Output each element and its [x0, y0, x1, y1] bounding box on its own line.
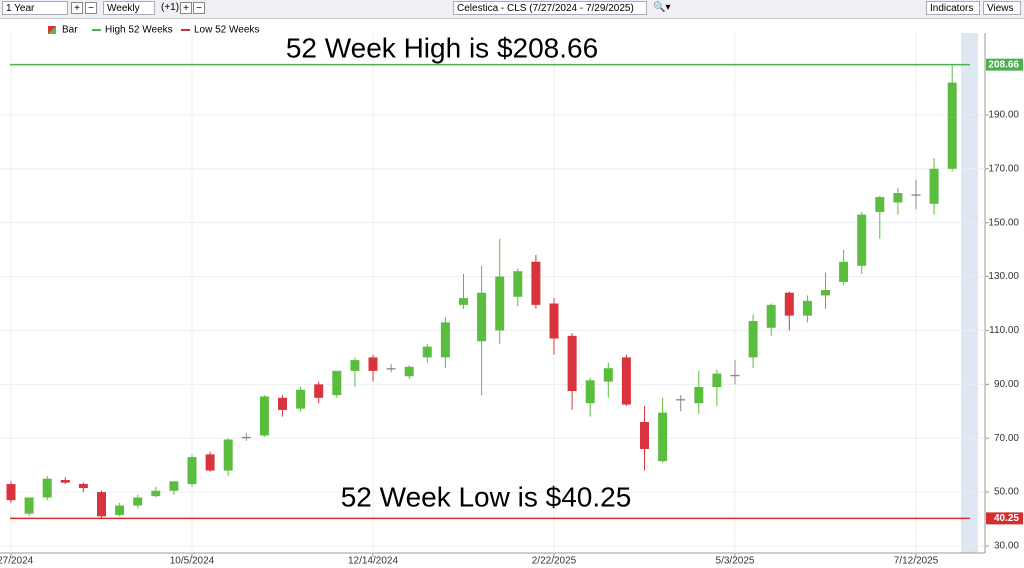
candle-body: [875, 197, 885, 212]
y-tick-label: 30.00: [994, 541, 1019, 552]
candle-body: [640, 422, 649, 449]
candle-body: [784, 292, 794, 316]
x-tick-label: 7/27/2024: [0, 556, 34, 567]
candle-body: [857, 214, 867, 266]
x-tick-label: 5/3/2025: [716, 556, 755, 567]
offset-plus[interactable]: +: [180, 2, 192, 14]
period-select[interactable]: 1 Year: [2, 1, 68, 15]
candle-body: [60, 479, 70, 483]
candle-body: [459, 298, 468, 305]
toolbar: 1 Year + − Weekly (+1) + − Celestica - C…: [0, 0, 1024, 19]
symbol-box[interactable]: Celestica - CLS (7/27/2024 - 7/29/2025): [453, 1, 647, 15]
candle-body: [223, 439, 233, 471]
candle-body: [585, 380, 595, 404]
indicators-button[interactable]: Indicators: [926, 1, 980, 15]
candle-body: [332, 370, 342, 396]
candle-body: [386, 368, 396, 370]
x-tick-label: 12/14/2024: [348, 556, 398, 567]
candle-body: [730, 374, 740, 377]
price-label-box: [986, 58, 1023, 71]
annotation: 52 Week High is $208.66: [286, 32, 598, 63]
candle-body: [368, 357, 378, 371]
candle-body: [42, 478, 52, 498]
y-tick-label: 150.00: [988, 217, 1019, 228]
candle-body: [603, 368, 613, 382]
candle-body: [6, 484, 16, 501]
legend-icon-bar: [48, 26, 56, 34]
y-tick-label: 90.00: [994, 379, 1019, 390]
candle-body: [694, 387, 704, 404]
y-tick-label: 130.00: [988, 271, 1019, 282]
y-tick-label: 170.00: [988, 163, 1019, 174]
zoom-out[interactable]: −: [85, 2, 97, 14]
candle-body: [893, 193, 903, 203]
y-tick-label: 190.00: [988, 110, 1019, 121]
candle-body: [205, 454, 215, 471]
y-tick-label: 110.00: [989, 325, 1019, 336]
candle-body: [133, 497, 143, 506]
candle-body: [821, 290, 830, 296]
candle-body: [658, 412, 668, 462]
annotation: 52 Week Low is $40.25: [341, 481, 632, 512]
candle-body: [404, 366, 414, 377]
offset-minus[interactable]: −: [193, 2, 205, 14]
candle-body: [911, 194, 921, 196]
price-label: 40.25: [994, 513, 1019, 524]
legend-label: Bar: [62, 25, 78, 36]
legend-label: Low 52 Weeks: [194, 25, 259, 36]
candle-body: [296, 389, 306, 409]
candle-body: [278, 397, 287, 410]
candle-body: [151, 490, 161, 497]
candle-body: [241, 436, 251, 439]
candle-body: [947, 82, 957, 169]
candle-body: [567, 335, 577, 392]
candle-body: [97, 492, 106, 517]
chart: Bar High 52 Weeks Low 52 Weeks 30.00 50.0…: [0, 25, 1023, 567]
views-button[interactable]: Views: [983, 1, 1021, 15]
candle-body: [115, 505, 125, 516]
offset: (+1): [161, 2, 180, 13]
candle-body: [802, 300, 812, 316]
x-tick-label: 2/22/2025: [532, 556, 577, 567]
candle-body: [929, 168, 939, 204]
candle-body: [477, 292, 487, 342]
price-label: 208.66: [988, 59, 1019, 70]
candle-body: [169, 481, 179, 491]
candle-body: [495, 276, 505, 331]
y-tick-label: 70.00: [994, 433, 1019, 444]
current-period-band: [961, 33, 978, 553]
y-tick-label: 50.00: [994, 487, 1019, 498]
candle-body: [712, 373, 722, 388]
x-tick-label: 7/12/2025: [894, 556, 939, 567]
candle-body: [187, 457, 197, 485]
candle-body: [350, 360, 360, 371]
candle-body: [422, 346, 432, 358]
price-label-box: [986, 512, 1023, 525]
candle-body: [24, 497, 34, 514]
search[interactable]: 🔍▾: [653, 2, 671, 13]
candle-body: [676, 399, 686, 401]
candle-body: [314, 384, 324, 398]
legend-label: High 52 Weeks: [105, 25, 173, 36]
x-tick-label: 10/5/2024: [170, 556, 215, 567]
zoom-in[interactable]: +: [71, 2, 83, 14]
candle-body: [259, 396, 269, 436]
candle-body: [78, 484, 88, 489]
candle-body: [748, 321, 758, 358]
candle-body: [766, 304, 776, 328]
candle-body: [440, 322, 450, 358]
candle-body: [549, 303, 559, 339]
interval-select[interactable]: Weekly: [103, 1, 155, 15]
candle-body: [621, 357, 631, 405]
candle-body: [839, 261, 849, 282]
candle-body: [531, 261, 541, 305]
candle-body: [513, 271, 523, 297]
